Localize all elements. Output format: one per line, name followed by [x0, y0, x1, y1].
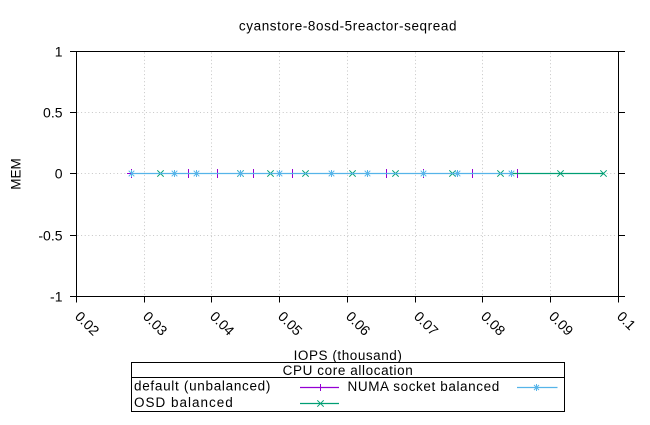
svg-text:0: 0 — [55, 166, 63, 182]
svg-text:-0.5: -0.5 — [38, 228, 62, 244]
svg-text:1: 1 — [55, 44, 63, 60]
svg-text:MEM: MEM — [9, 158, 24, 190]
svg-text:NUMA socket balanced: NUMA socket balanced — [348, 379, 500, 394]
svg-text:OSD balanced: OSD balanced — [134, 395, 234, 410]
svg-text:IOPS (thousand): IOPS (thousand) — [294, 348, 403, 363]
svg-text:-1: -1 — [50, 289, 63, 305]
svg-text:default (unbalanced): default (unbalanced) — [134, 379, 271, 394]
svg-text:0.5: 0.5 — [43, 105, 63, 121]
svg-text:cyanstore-8osd-5reactor-seqrea: cyanstore-8osd-5reactor-seqread — [239, 19, 457, 34]
svg-text:CPU core allocation: CPU core allocation — [283, 363, 414, 378]
